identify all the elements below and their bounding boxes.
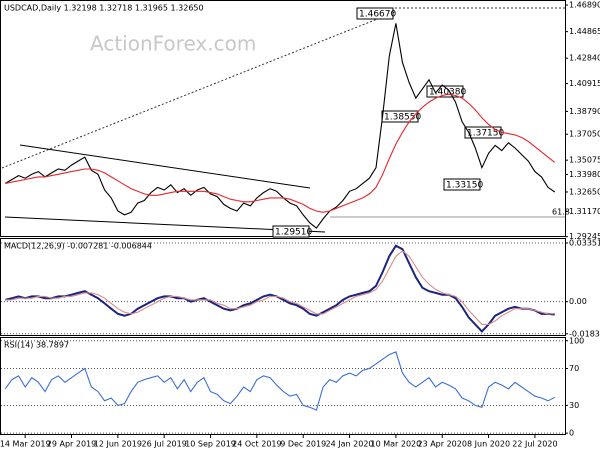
y-tick-label: 1.46890 xyxy=(569,1,600,10)
series-line xyxy=(4,351,556,411)
y-tick-label: 1.32650 xyxy=(569,187,600,196)
annotation-box xyxy=(426,85,464,98)
y-tick-label: 1.29245 xyxy=(569,232,600,241)
annotation-box xyxy=(356,7,394,20)
y-tick-label: 1.37050 xyxy=(569,130,600,139)
x-tick-label: 8 Jun 2020 xyxy=(467,440,510,449)
annotation: 1.37150 xyxy=(467,129,504,139)
y-tick-label: 0.00 xyxy=(569,297,587,306)
x-tick-label: 24 Jan 2020 xyxy=(326,440,374,449)
series-line xyxy=(5,93,556,213)
trendline xyxy=(1,11,396,169)
x-tick-label: 23 Apr 2020 xyxy=(417,440,466,449)
y-tick-label: 0 xyxy=(569,429,574,438)
rsi-panel xyxy=(0,337,566,435)
x-tick-label: 10 Mar 2020 xyxy=(371,440,422,449)
annotation-box xyxy=(443,178,481,191)
annotation: 61.8 xyxy=(552,208,570,217)
annotation: 1.33150 xyxy=(446,181,483,191)
annotation: 1.40380 xyxy=(429,88,466,98)
x-tick-label: 24 Oct 2019 xyxy=(232,440,281,449)
annotation: 1.29510 xyxy=(275,228,312,238)
macd-panel xyxy=(0,238,566,336)
y-tick-label: 70 xyxy=(569,364,579,373)
annotation-box xyxy=(272,225,310,238)
watermark: ActionForex.com xyxy=(90,32,256,56)
trendline xyxy=(4,216,326,233)
trendline xyxy=(19,144,311,189)
y-tick-label: 100 xyxy=(569,336,584,345)
y-tick-label: 1.44865 xyxy=(569,27,600,36)
y-tick-label: 1.33980 xyxy=(569,170,600,179)
y-tick-label: 0.033515 xyxy=(569,239,600,248)
series-line xyxy=(5,244,555,333)
y-tick-label: 1.40915 xyxy=(569,79,600,88)
x-tick-label: 10 Sep 2019 xyxy=(185,440,236,449)
panel-title: MACD(12,26,9) -0.007281 -0.006844 xyxy=(4,242,152,251)
series-line xyxy=(5,23,556,229)
y-tick-label: -0.018324 xyxy=(569,329,600,338)
series-line xyxy=(5,250,555,325)
panel-title: USDCAD,Daily 1.32198 1.32718 1.31965 1.3… xyxy=(4,4,204,13)
x-tick-label: 9 Dec 2019 xyxy=(280,440,326,449)
x-tick-label: 26 Jul 2019 xyxy=(142,440,187,449)
y-tick-label: 1.35075 xyxy=(569,156,600,165)
y-tick-label: 1.31170 xyxy=(569,207,600,216)
y-tick-label: 1.42840 xyxy=(569,54,600,63)
x-tick-label: 22 Jul 2020 xyxy=(512,440,557,449)
x-tick-label: 29 Apr 2019 xyxy=(47,440,96,449)
annotation: 1.46670 xyxy=(359,10,396,20)
x-tick-label: 12 Jun 2019 xyxy=(94,440,142,449)
x-tick-label: 14 Mar 2019 xyxy=(0,440,51,449)
panel-title: RSI(14) 38.7897 xyxy=(4,341,69,350)
y-tick-label: 1.38790 xyxy=(569,107,600,116)
y-tick-label: 30 xyxy=(569,401,579,410)
annotation: 1.38550 xyxy=(384,113,421,123)
